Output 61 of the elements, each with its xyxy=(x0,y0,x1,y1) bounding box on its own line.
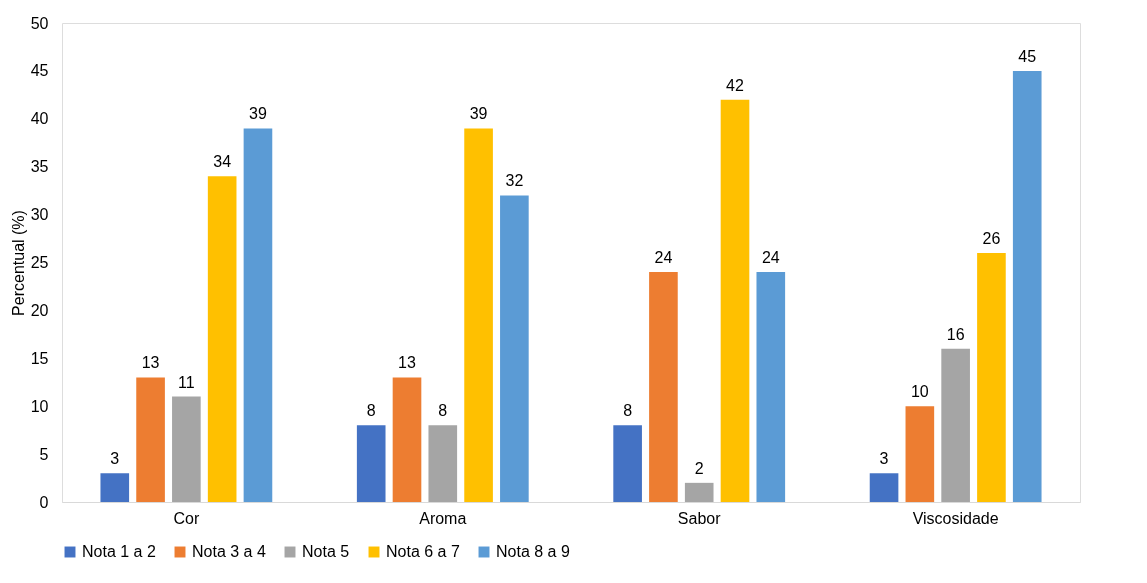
bar xyxy=(100,473,130,502)
data-label: 8 xyxy=(366,402,376,420)
bar xyxy=(136,377,165,502)
bar xyxy=(905,406,935,502)
data-label: 39 xyxy=(249,105,267,123)
bar xyxy=(243,128,273,502)
data-label: 24 xyxy=(654,249,673,267)
bar xyxy=(684,482,714,502)
x-tick-label: Sabor xyxy=(677,509,722,527)
y-tick-label: 0 xyxy=(39,493,49,511)
x-tick-label: Viscosidade xyxy=(912,509,999,527)
legend-label: Nota 1 a 2 xyxy=(82,543,156,560)
legend-label: Nota 6 a 7 xyxy=(386,543,460,560)
data-label: 3 xyxy=(879,450,889,468)
bar xyxy=(207,176,237,502)
data-label: 32 xyxy=(505,172,524,190)
data-label: 2 xyxy=(694,459,704,477)
y-tick-label: 10 xyxy=(30,397,49,415)
data-label: 8 xyxy=(623,402,633,420)
y-tick-label: 30 xyxy=(30,206,49,224)
bar xyxy=(977,252,1006,502)
data-label: 26 xyxy=(982,229,1001,247)
data-label: 3 xyxy=(110,450,120,468)
y-tick-label: 20 xyxy=(30,301,49,319)
y-tick-label: 25 xyxy=(30,254,49,271)
y-tick-label: 15 xyxy=(30,349,49,367)
bar xyxy=(464,128,493,502)
legend-label: Nota 8 a 9 xyxy=(496,543,570,560)
data-label: 13 xyxy=(398,354,416,372)
data-label: 39 xyxy=(469,105,488,123)
bar xyxy=(500,195,529,502)
bar xyxy=(869,473,899,502)
bar xyxy=(172,396,201,502)
data-label: 8 xyxy=(438,402,448,420)
bar xyxy=(356,425,386,502)
data-label: 45 xyxy=(1018,47,1037,65)
data-label: 42 xyxy=(726,76,744,94)
x-tick-label: Aroma xyxy=(419,509,467,527)
bar xyxy=(428,425,458,502)
bar xyxy=(756,272,786,502)
y-axis-title: Percentual (%) xyxy=(9,210,27,316)
bar xyxy=(720,99,750,502)
bar xyxy=(941,348,970,502)
y-tick-label: 50 xyxy=(30,14,49,32)
legend-label: Nota 3 a 4 xyxy=(192,543,266,560)
y-tick-label: 45 xyxy=(30,62,49,80)
data-label: 13 xyxy=(141,354,160,372)
bar xyxy=(649,272,678,502)
bar xyxy=(613,425,642,502)
legend-label: Nota 5 xyxy=(302,543,350,560)
y-tick-label: 35 xyxy=(30,158,49,176)
data-label: 24 xyxy=(761,249,780,267)
data-label: 34 xyxy=(213,153,232,171)
bar xyxy=(1012,70,1042,502)
y-tick-label: 5 xyxy=(39,445,49,463)
data-label: 10 xyxy=(910,383,929,401)
y-tick-label: 40 xyxy=(30,110,49,128)
data-label: 16 xyxy=(946,325,965,343)
x-tick-label: Cor xyxy=(173,509,200,527)
bar xyxy=(392,377,422,502)
data-label: 11 xyxy=(178,373,195,391)
